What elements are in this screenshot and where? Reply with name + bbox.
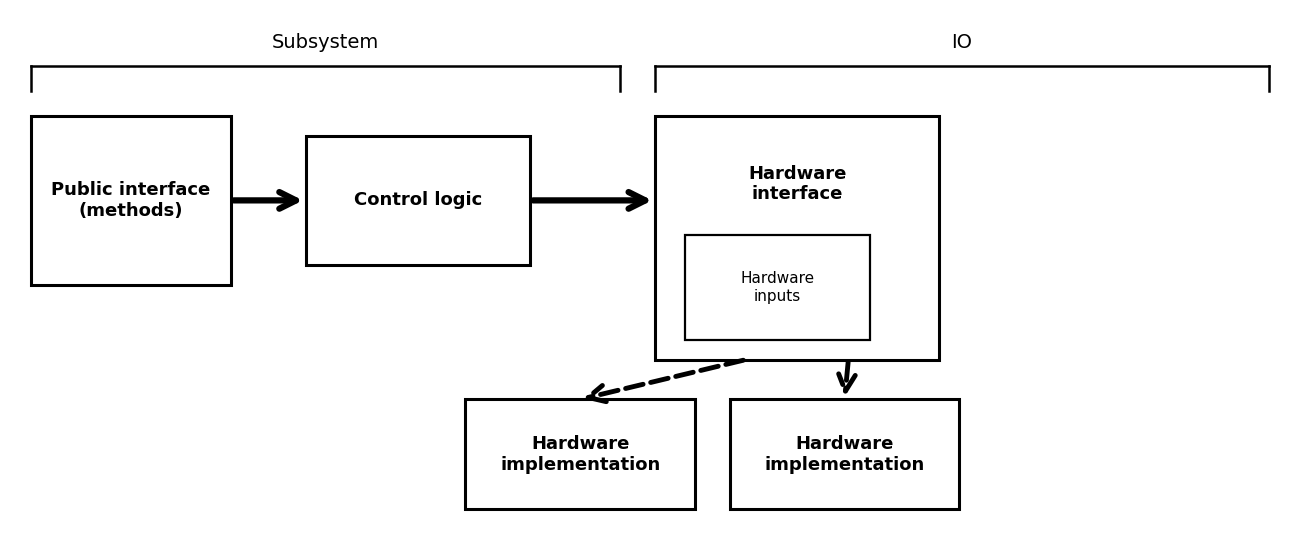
Bar bbox=[685, 235, 870, 340]
Text: IO: IO bbox=[951, 33, 972, 52]
Text: Hardware
inputs: Hardware inputs bbox=[740, 271, 815, 304]
Text: Subsystem: Subsystem bbox=[272, 33, 379, 52]
Bar bbox=[466, 399, 695, 509]
Text: Hardware
implementation: Hardware implementation bbox=[500, 435, 660, 474]
Text: Hardware
interface: Hardware interface bbox=[748, 165, 846, 203]
Text: Public interface
(methods): Public interface (methods) bbox=[51, 181, 211, 220]
Bar bbox=[306, 136, 530, 265]
Bar bbox=[31, 116, 231, 285]
Bar bbox=[655, 116, 939, 360]
Text: Hardware
implementation: Hardware implementation bbox=[765, 435, 925, 474]
Text: Control logic: Control logic bbox=[354, 191, 482, 209]
Bar bbox=[729, 399, 959, 509]
